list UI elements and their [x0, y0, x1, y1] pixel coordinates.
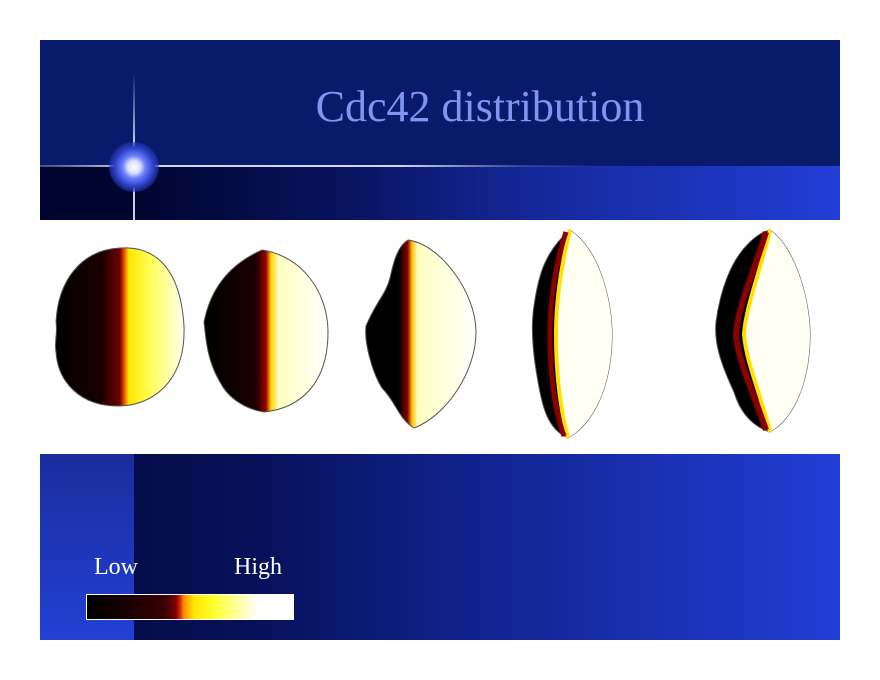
cell-gradient-figure [54, 229, 811, 439]
header-gradient-band [40, 166, 840, 220]
cell-images-figure [40, 222, 840, 450]
cell-1 [54, 247, 185, 407]
legend-panel: Low High [40, 454, 840, 640]
legend-low-label: Low [94, 554, 138, 580]
cell-3 [365, 239, 477, 429]
slide-title: Cdc42 distribution [315, 82, 645, 131]
slide-header: Cdc42 distribution [40, 40, 840, 220]
colorbar [86, 594, 294, 620]
star-flare-icon [109, 142, 159, 192]
cell-2 [203, 249, 329, 413]
cell-4 [531, 229, 613, 439]
horizontal-flare-line [40, 165, 840, 167]
legend-high-label: High [234, 554, 282, 580]
cell-5 [715, 229, 811, 433]
